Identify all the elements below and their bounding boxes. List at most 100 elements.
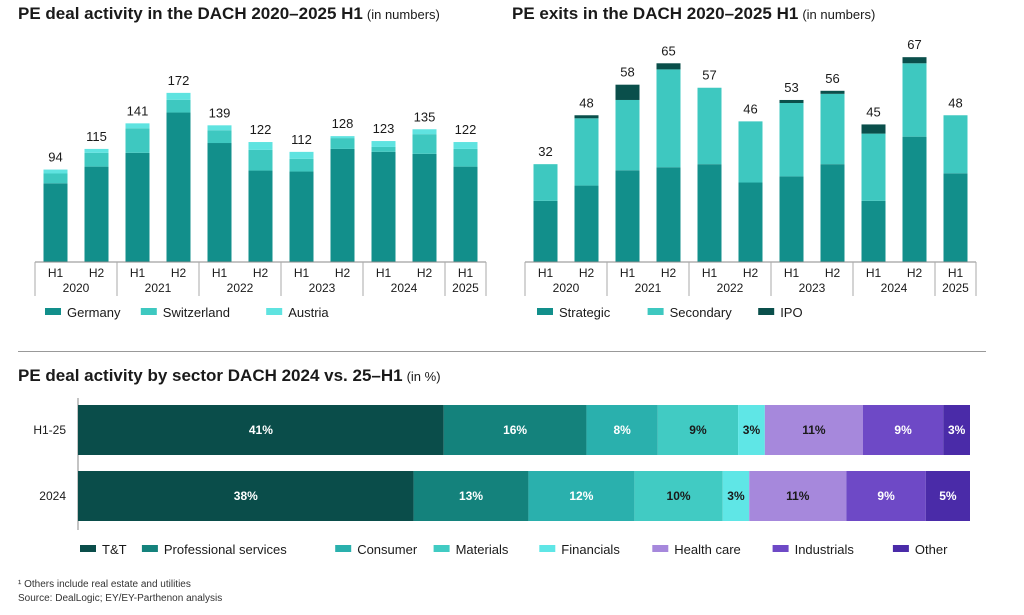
- bar-ipo-8: [861, 124, 886, 134]
- bar-ipo-6: [779, 99, 804, 104]
- year-label-2023: 2023: [309, 281, 336, 295]
- bar-austria-10: [453, 142, 478, 149]
- bar-switzerland-9: [412, 134, 437, 154]
- deal-activity-unit: (in numbers): [366, 7, 440, 22]
- exits-chart: 32 H1 48 H2 58 H1 65 H2 57 H1 46 H2 53 H1 56 H2 45 H1 67 H2…: [524, 37, 977, 320]
- bar-germany-10: [453, 166, 478, 262]
- segment-label-1: 13%: [459, 489, 483, 503]
- year-label-2020: 2020: [63, 281, 90, 295]
- bar-austria-8: [371, 141, 396, 147]
- category-label-1: 2024: [39, 489, 66, 503]
- bar-germany-4: [207, 143, 232, 262]
- year-label-2021: 2021: [145, 281, 172, 295]
- segment-financials-1: [722, 471, 750, 521]
- year-label-2021: 2021: [635, 281, 662, 295]
- year-label-2022: 2022: [717, 281, 744, 295]
- sector-chart: H1-25 41% 16% 8% 9% 3% 11% 9% 3% 2024 38% 13% 12% 10%…: [33, 398, 970, 557]
- segment-other-0: [943, 405, 970, 455]
- period-label-7: H2: [335, 266, 351, 280]
- total-label-10: 48: [948, 95, 962, 110]
- segment-label-0: 41%: [249, 423, 273, 437]
- bar-switzerland-3: [166, 99, 191, 113]
- legend-swatch-materials: [433, 545, 450, 552]
- bar-germany-5: [248, 170, 273, 262]
- segment-label-1: 11%: [786, 489, 810, 503]
- bar-austria-7: [330, 136, 355, 139]
- total-label-6: 53: [784, 80, 798, 95]
- bar-austria-2: [125, 123, 150, 129]
- total-label-5: 122: [250, 122, 272, 137]
- bar-germany-3: [166, 112, 191, 263]
- bar-ipo-9: [902, 57, 927, 64]
- year-label-2023: 2023: [799, 281, 826, 295]
- period-label-1: H2: [89, 266, 105, 280]
- period-label-10: H1: [458, 266, 474, 280]
- segment-materials-0: [657, 405, 739, 455]
- period-label-4: H1: [212, 266, 228, 280]
- segment-consumer-0: [586, 405, 658, 455]
- bar-austria-6: [289, 151, 314, 159]
- segment-label-1: 9%: [877, 489, 895, 503]
- year-label-2022: 2022: [227, 281, 254, 295]
- total-label-9: 67: [907, 37, 921, 52]
- bar-strategic-7: [820, 164, 845, 262]
- legend-swatch-strategic: [537, 308, 553, 315]
- bar-switzerland-4: [207, 130, 232, 144]
- segment-label-0: 11%: [802, 423, 826, 437]
- total-label-9: 135: [414, 109, 436, 124]
- legend-label-financials: Financials: [561, 542, 620, 557]
- segment-consumer-1: [528, 471, 635, 521]
- year-label-2024: 2024: [881, 281, 908, 295]
- legend-swatch-germany: [45, 308, 61, 315]
- bar-germany-9: [412, 153, 437, 262]
- bar-strategic-2: [615, 170, 640, 262]
- total-label-10: 122: [455, 122, 477, 137]
- bar-secondary-2: [615, 99, 640, 171]
- legend-label-germany: Germany: [67, 305, 121, 320]
- bar-austria-3: [166, 92, 191, 100]
- total-label-5: 46: [743, 101, 757, 116]
- segment-financials-0: [738, 405, 765, 455]
- bar-austria-4: [207, 125, 232, 131]
- sector-unit: (in %): [406, 369, 441, 384]
- deal-activity-title: PE deal activity in the DACH 2020–2025 H…: [18, 4, 440, 23]
- total-label-8: 123: [373, 121, 395, 136]
- total-label-1: 48: [579, 95, 593, 110]
- period-label-0: H1: [538, 266, 554, 280]
- segment-industrials-0: [862, 405, 944, 455]
- total-label-7: 56: [825, 71, 839, 86]
- segment-t-t-0: [78, 405, 444, 455]
- segment-t-t-1: [78, 471, 414, 521]
- total-label-4: 57: [702, 68, 716, 83]
- bar-secondary-1: [574, 118, 599, 186]
- period-label-0: H1: [48, 266, 64, 280]
- period-label-5: H2: [253, 266, 269, 280]
- total-label-8: 45: [866, 104, 880, 119]
- bar-strategic-6: [779, 176, 804, 262]
- legend-label-austria: Austria: [288, 305, 329, 320]
- bar-secondary-3: [656, 69, 681, 168]
- segment-industrials-1: [846, 471, 926, 521]
- segment-materials-1: [634, 471, 723, 521]
- segment-health-care-0: [764, 405, 863, 455]
- legend-swatch-health-care: [652, 545, 669, 552]
- segment-label-1: 12%: [569, 489, 593, 503]
- legend-swatch-industrials: [772, 545, 789, 552]
- bar-strategic-9: [902, 136, 927, 262]
- segment-professional-services-0: [443, 405, 587, 455]
- bar-strategic-3: [656, 167, 681, 262]
- bar-strategic-10: [943, 173, 968, 262]
- bar-switzerland-6: [289, 158, 314, 172]
- year-label-2024: 2024: [391, 281, 418, 295]
- bar-austria-5: [248, 142, 273, 150]
- period-label-10: H1: [948, 266, 964, 280]
- legend-label-materials: Materials: [456, 542, 509, 557]
- bar-germany-7: [330, 148, 355, 262]
- period-label-2: H1: [130, 266, 146, 280]
- bar-strategic-5: [738, 182, 763, 262]
- legend-label-secondary: Secondary: [670, 305, 733, 320]
- footnote-others: ¹ Others include real estate and utiliti…: [18, 579, 191, 590]
- bar-strategic-0: [533, 200, 558, 262]
- period-label-1: H2: [579, 266, 595, 280]
- period-label-8: H1: [376, 266, 392, 280]
